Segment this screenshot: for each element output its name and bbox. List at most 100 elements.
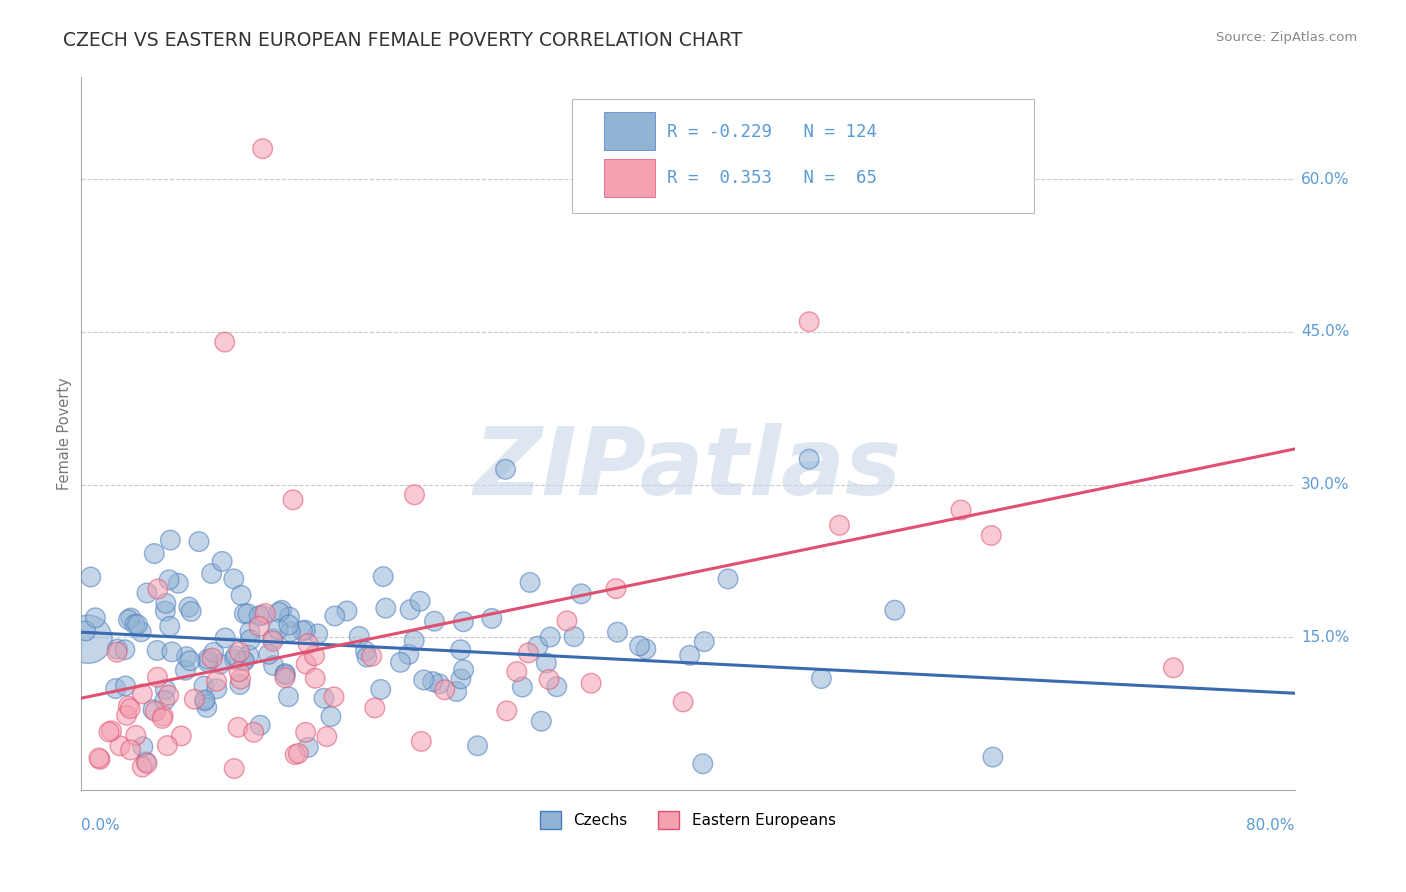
Point	[143, 704, 166, 718]
Text: 45.0%: 45.0%	[1301, 325, 1350, 339]
Point	[467, 739, 489, 753]
Point	[146, 643, 169, 657]
Point	[167, 576, 190, 591]
Point	[263, 658, 285, 673]
Point	[129, 624, 152, 639]
Point	[156, 739, 179, 753]
Point	[274, 671, 297, 685]
Point	[159, 619, 181, 633]
Text: 15.0%: 15.0%	[1301, 630, 1350, 645]
Point	[519, 575, 541, 590]
Point	[349, 629, 371, 643]
Point	[555, 614, 578, 628]
Point	[536, 656, 558, 670]
Point	[238, 648, 260, 663]
Point	[146, 582, 169, 596]
Point	[423, 614, 446, 628]
Point	[398, 648, 420, 662]
Point	[239, 624, 262, 639]
Point	[354, 644, 377, 658]
Point	[97, 724, 120, 739]
Point	[404, 633, 426, 648]
Point	[131, 760, 153, 774]
Point	[323, 609, 346, 624]
Point	[233, 654, 256, 668]
Point	[183, 692, 205, 706]
Point	[294, 624, 316, 638]
Point	[411, 734, 433, 748]
Point	[209, 657, 232, 672]
Text: 30.0%: 30.0%	[1301, 477, 1350, 492]
Point	[277, 618, 299, 632]
Point	[87, 751, 110, 765]
Point	[239, 632, 262, 647]
Point	[628, 639, 651, 653]
Point	[107, 642, 129, 657]
Point	[194, 693, 217, 707]
Point	[100, 723, 122, 738]
Point	[797, 452, 820, 467]
Point	[136, 586, 159, 600]
Point	[262, 634, 284, 648]
Point	[304, 648, 326, 663]
Point	[433, 682, 456, 697]
Point	[222, 572, 245, 586]
Point	[125, 728, 148, 742]
Point	[370, 682, 392, 697]
Point	[159, 533, 181, 548]
Point	[188, 534, 211, 549]
Legend: Czechs, Eastern Europeans: Czechs, Eastern Europeans	[540, 811, 835, 829]
Point	[205, 681, 228, 696]
Point	[135, 755, 157, 769]
Point	[233, 607, 256, 621]
Point	[323, 690, 346, 704]
Point	[579, 676, 602, 690]
Point	[605, 582, 627, 596]
Point	[389, 656, 412, 670]
Point	[284, 747, 307, 762]
Point	[495, 704, 517, 718]
Point	[146, 670, 169, 684]
Point	[319, 709, 342, 723]
Point	[1163, 661, 1185, 675]
Point	[307, 627, 329, 641]
Point	[105, 645, 128, 659]
Point	[197, 652, 219, 666]
Point	[810, 672, 832, 686]
Point	[453, 615, 475, 629]
Point	[315, 730, 337, 744]
Point	[155, 604, 177, 618]
Point	[132, 739, 155, 754]
Point	[247, 608, 270, 623]
Point	[517, 646, 540, 660]
Point	[399, 603, 422, 617]
Point	[157, 688, 180, 702]
Point	[717, 572, 740, 586]
Point	[143, 547, 166, 561]
Point	[180, 604, 202, 618]
Point	[538, 673, 561, 687]
Point	[527, 639, 550, 653]
Point	[211, 554, 233, 568]
Text: R = -0.229   N = 124: R = -0.229 N = 124	[666, 123, 877, 141]
Point	[224, 762, 246, 776]
Point	[678, 648, 700, 663]
Point	[274, 668, 297, 682]
Point	[453, 663, 475, 677]
Point	[270, 603, 292, 617]
Point	[634, 642, 657, 657]
Point	[89, 752, 111, 766]
Point	[120, 743, 142, 757]
Text: ZIPatlas: ZIPatlas	[474, 424, 901, 516]
Point	[249, 718, 271, 732]
Point	[692, 756, 714, 771]
Point	[229, 677, 252, 691]
Point	[297, 740, 319, 755]
Text: CZECH VS EASTERN EUROPEAN FEMALE POVERTY CORRELATION CHART: CZECH VS EASTERN EUROPEAN FEMALE POVERTY…	[63, 31, 742, 50]
Point	[281, 492, 304, 507]
Point	[157, 573, 180, 587]
Point	[229, 588, 252, 602]
Point	[450, 672, 472, 686]
Point	[538, 630, 561, 644]
FancyBboxPatch shape	[605, 160, 655, 197]
